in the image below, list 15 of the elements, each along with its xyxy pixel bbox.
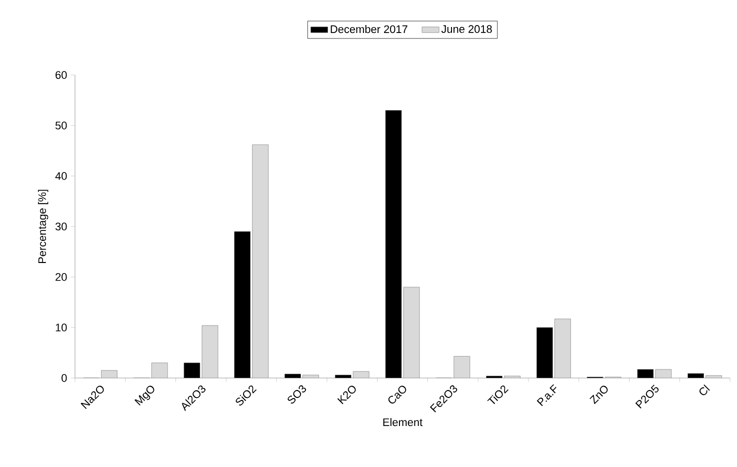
x-tick-label: CaO — [388, 386, 406, 404]
x-axis-title: Element — [383, 418, 423, 426]
legend-label: June 2018 — [441, 25, 492, 33]
y-tick-label: 60 — [56, 71, 67, 79]
y-tick-label: 0 — [62, 374, 67, 382]
x-tick-label: Cl — [700, 384, 710, 396]
x-tick-label: ZnO — [590, 386, 608, 404]
y-tick-label: 50 — [55, 122, 67, 130]
legend-label: December 2017 — [330, 25, 408, 34]
y-tick-label: 10 — [56, 324, 67, 332]
y-tick-label: 40 — [55, 172, 67, 180]
y-tick-label: 30 — [55, 222, 67, 230]
y-axis-title: Percentage [%] — [38, 190, 48, 264]
y-tick-label: 20 — [56, 273, 67, 281]
x-tick-label: TiO2 — [487, 385, 509, 404]
